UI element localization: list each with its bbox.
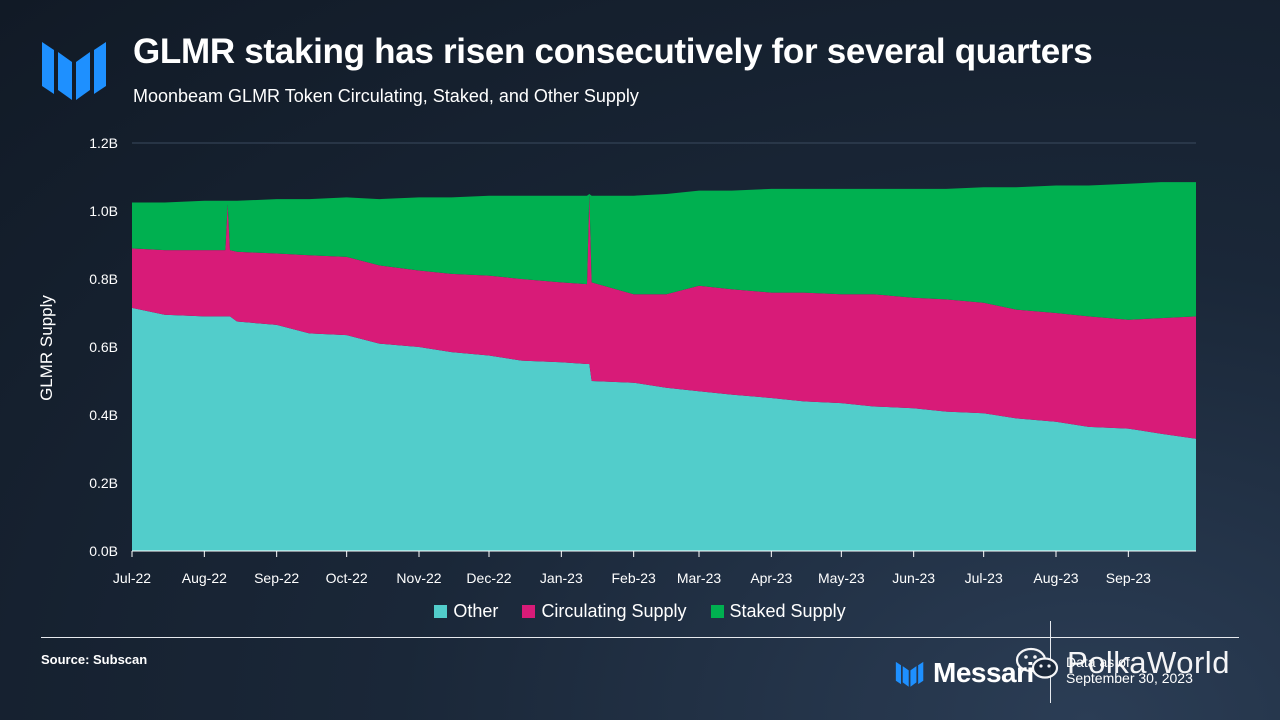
area-series-staked-supply [132, 182, 1196, 320]
x-tick-label: Jul-22 [113, 570, 151, 586]
x-tick-label: Mar-23 [677, 570, 722, 586]
x-tick-label: Jan-23 [540, 570, 583, 586]
y-tick-label: 1.0B [89, 203, 118, 219]
data-date-line1: Data as of [1066, 654, 1130, 670]
x-tick-label: Oct-22 [326, 570, 368, 586]
x-tick-label: Aug-23 [1033, 570, 1078, 586]
data-date-note: Data as of September 30, 2023 [1066, 654, 1193, 686]
area-series-circulating-supply [132, 194, 1196, 439]
x-tick-label: Feb-23 [611, 570, 656, 586]
x-tick-label: Jul-23 [965, 570, 1003, 586]
data-date-line2: September 30, 2023 [1066, 670, 1193, 686]
legend-item-staked: Staked Supply [710, 601, 846, 622]
y-tick-label: 0.8B [89, 271, 118, 287]
x-tick-label: Apr-23 [750, 570, 792, 586]
legend-label-other: Other [453, 601, 499, 621]
legend-swatch-staked [710, 605, 724, 618]
area-series-other [132, 307, 1196, 551]
y-tick-label: 0.0B [89, 543, 118, 559]
wechat-icon [1015, 647, 1059, 679]
x-tick-label: Sep-22 [254, 570, 299, 586]
footer-divider [41, 637, 1239, 638]
watermark-text: PolkaWorld [1067, 645, 1230, 680]
messari-logo-icon [42, 42, 106, 100]
legend-label-circulating: Circulating Supply [541, 601, 687, 621]
x-tick-label: May-23 [818, 570, 865, 586]
legend-item-other: Other [434, 601, 498, 622]
source-note: Source: Subscan [41, 652, 148, 667]
page-title: GLMR staking has risen consecutively for… [133, 32, 1093, 71]
y-tick-label: 0.4B [89, 407, 118, 423]
x-tick-label: Dec-22 [466, 570, 511, 586]
y-tick-label: 0.6B [89, 339, 118, 355]
page-subtitle: Moonbeam GLMR Token Circulating, Staked,… [133, 86, 639, 106]
legend-swatch-other [434, 605, 448, 618]
x-tick-label: Jun-23 [892, 570, 935, 586]
chart-legend: Other Circulating Supply Staked Supply [0, 601, 1280, 622]
x-tick-label: Sep-23 [1106, 570, 1151, 586]
y-tick-label: 0.2B [89, 475, 118, 491]
messari-footer-logo-icon [895, 661, 924, 687]
legend-item-circulating: Circulating Supply [522, 601, 687, 622]
x-tick-label: Aug-22 [182, 570, 227, 586]
brand-mark: Messari [895, 657, 1034, 689]
x-tick-label: Nov-22 [396, 570, 441, 586]
polkaworld-watermark: PolkaWorld [1015, 645, 1230, 681]
legend-swatch-circulating [522, 605, 536, 618]
legend-label-staked: Staked Supply [729, 601, 846, 621]
y-tick-label: 1.2B [89, 135, 118, 151]
